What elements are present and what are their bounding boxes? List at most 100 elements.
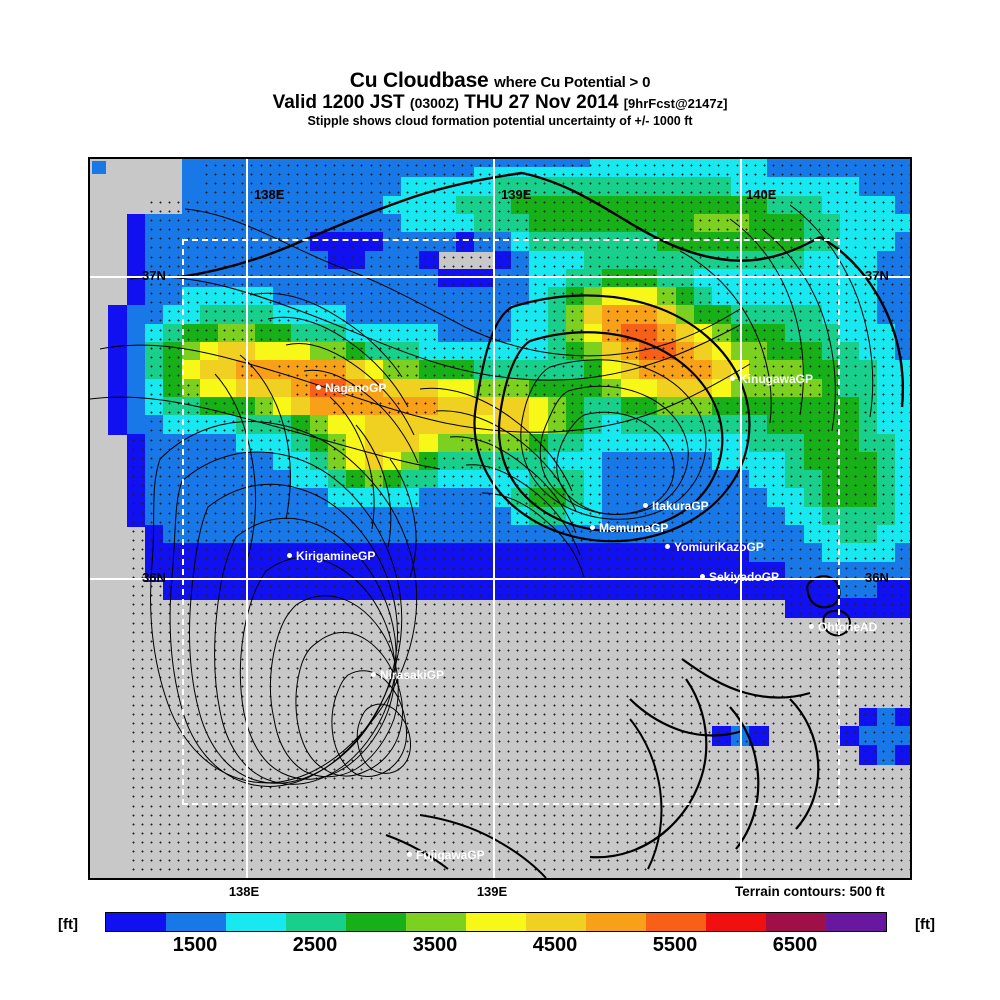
raster-cell (108, 397, 128, 417)
raster-cell (676, 305, 696, 325)
title-main-line: Cu Cloudbase where Cu Potential > 0 (0, 69, 1000, 92)
title-main-suffix: where Cu Potential > 0 (494, 74, 651, 91)
station-label: YomiuriKazoGP (674, 540, 764, 554)
raster-cell (584, 305, 604, 325)
raster-cell (127, 232, 147, 252)
raster-cell (127, 415, 147, 435)
graticule-lon-label: 138E (254, 187, 285, 202)
map-labels: 138E 139E 140E 37N 37N 36N 36N NaganoGP Kinugawa… (90, 159, 910, 878)
colorbar-tick-label: 3500 (412, 934, 458, 956)
raster-cell (712, 360, 732, 380)
raster-cell (182, 342, 202, 362)
colorbar-tick-label: 6500 (772, 934, 818, 956)
colorbar-segment-11 (766, 913, 826, 931)
raster-cell (127, 379, 147, 399)
raster-cell (310, 397, 330, 417)
raster-cell (310, 342, 330, 362)
raster-cell (200, 360, 220, 380)
station-kinugawagp[interactable]: KinugawaGP (730, 372, 813, 386)
terrain-contour-note: Terrain contours: 500 ft (735, 884, 885, 899)
colorbar-segment-6 (466, 913, 526, 931)
raster-cell (127, 360, 147, 380)
raster-cell (712, 379, 732, 399)
graticule-lon-label: 140E (746, 187, 777, 202)
axis-lon-label: 138E (228, 884, 260, 899)
raster-cell (694, 342, 714, 362)
colorbar-segment-5 (406, 913, 466, 931)
raster-cell (108, 324, 128, 344)
raster-cell (438, 379, 458, 399)
colorbar-segment-1 (166, 913, 226, 931)
graticule-lat-label: 37N (142, 268, 166, 283)
raster-cell (365, 415, 385, 435)
raster-cell (621, 379, 641, 399)
station-marker-dot (730, 376, 735, 382)
graticule-lat-label: 36N (142, 570, 166, 585)
raster-cell (127, 342, 147, 362)
raster-cell (182, 159, 202, 179)
raster-cell (328, 415, 348, 435)
station-memumagp[interactable]: MemumaGP (590, 521, 668, 535)
station-label: OhtoneAD (818, 620, 878, 634)
raster-cell (383, 415, 403, 435)
raster-cell (584, 324, 604, 344)
station-nirasakigp[interactable]: NirasakiGP (371, 668, 444, 682)
raster-cell (456, 397, 476, 417)
raster-cell (511, 397, 531, 417)
station-label: MemumaGP (599, 521, 669, 535)
colorbar-tick-label: 1500 (172, 934, 218, 956)
station-kirigaminegp[interactable]: KirigamineGP (287, 549, 375, 563)
raster-cell (584, 287, 604, 307)
raster-cell (365, 360, 385, 380)
raster-cell (218, 360, 238, 380)
colorbar-block: [ft] [ft] 1500 2500 3500 4500 5500 6500 (0, 908, 1000, 968)
station-yomiurikazogp[interactable]: YomiuriKazoGP (665, 540, 764, 554)
raster-cell (438, 397, 458, 417)
raster-cell (456, 379, 476, 399)
colorbar-segment-2 (226, 913, 286, 931)
raster-cell (438, 415, 458, 435)
station-itakuragp[interactable]: ItakuraGP (643, 499, 709, 513)
title-subtitle: Stipple shows cloud formation potential … (307, 113, 693, 128)
station-marker-dot (371, 672, 376, 678)
graticule-lat-label: 36N (865, 570, 889, 585)
raster-cell (182, 360, 202, 380)
raster-cell (346, 434, 366, 454)
raster-cell (108, 379, 128, 399)
station-ohtonead[interactable]: OhtoneAD (809, 620, 877, 634)
raster-cell (127, 397, 147, 417)
raster-cell (127, 305, 147, 325)
colorbar-tick-label: 5500 (652, 934, 698, 956)
raster-cell (255, 342, 275, 362)
chart-title-block: Cu Cloudbase where Cu Potential > 0 Vali… (0, 69, 1000, 129)
station-label: NirasakiGP (380, 668, 445, 682)
station-marker-dot (809, 624, 814, 630)
raster-cell (401, 379, 421, 399)
raster-cell (419, 379, 439, 399)
raster-cell (127, 251, 147, 271)
raster-cell (419, 434, 439, 454)
colorbar-unit-right: [ft] (915, 916, 935, 933)
raster-cell (456, 415, 476, 435)
station-fujigawagp[interactable]: FujigawaGP (407, 848, 485, 862)
station-marker-dot (407, 852, 412, 858)
raster-cell (639, 287, 659, 307)
station-marker-dot (643, 503, 648, 509)
axis-lon-label: 139E (476, 884, 508, 899)
raster-cell (273, 397, 293, 417)
station-label: SekiyadoGP (709, 570, 780, 584)
map-inner: 138E 139E 140E 37N 37N 36N 36N NaganoGP Kinugawa… (90, 159, 910, 878)
title-valid-line: Valid 1200 JST (0300Z) THU 27 Nov 2014 [… (0, 92, 1000, 114)
raster-cell (255, 379, 275, 399)
station-sekiyadogp[interactable]: SekiyadoGP (700, 570, 779, 584)
raster-cell (273, 379, 293, 399)
raster-cell (365, 379, 385, 399)
colorbar-segment-12 (826, 913, 886, 931)
colorbar[interactable] (105, 912, 887, 932)
valid-date: THU 27 Nov 2014 (464, 92, 619, 114)
colorbar-unit-left: [ft] (58, 916, 78, 933)
station-naganogp[interactable]: NaganoGP (316, 381, 386, 395)
raster-cell (108, 360, 128, 380)
raster-cell (255, 360, 275, 380)
map-canvas[interactable]: 138E 139E 140E 37N 37N 36N 36N NaganoGP Kinugawa… (88, 157, 912, 880)
